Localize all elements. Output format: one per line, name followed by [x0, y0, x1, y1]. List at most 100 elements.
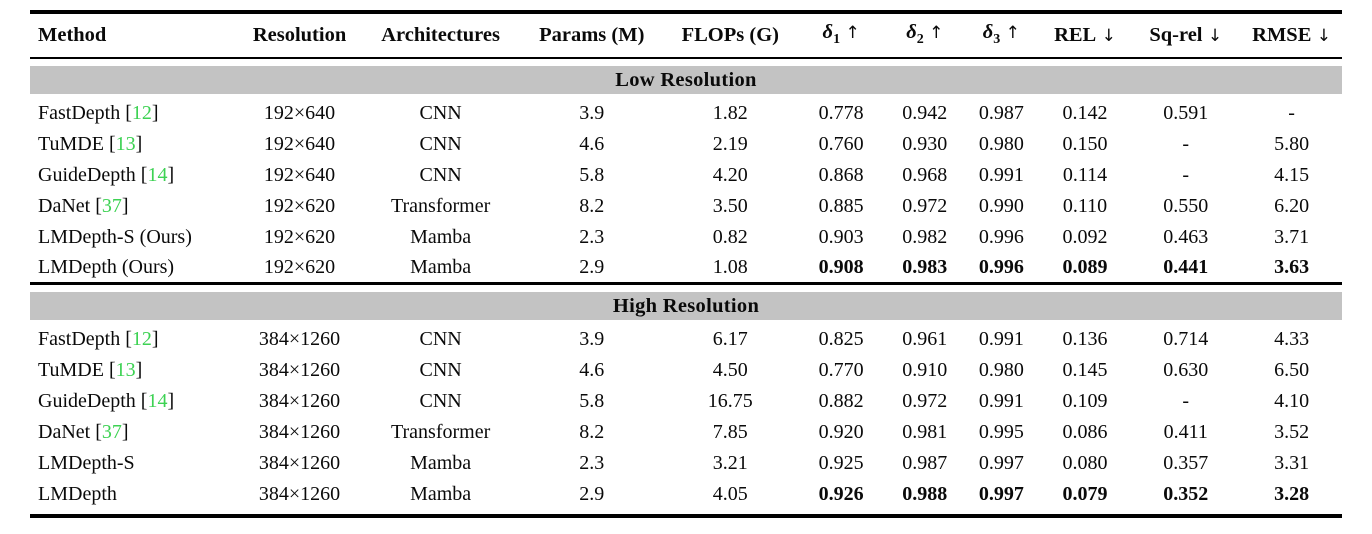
resolution-cell: 192×620 [263, 194, 336, 217]
method-cell: LMDepth-S (Ours) [30, 222, 237, 253]
section-row-low-resolution: Low Resolution [30, 58, 1342, 98]
table-top-rule [30, 10, 1342, 14]
rmse-cell: 3.71 [1274, 225, 1310, 248]
method-name: DaNet [38, 421, 91, 443]
resolution-cell: 384×1260 [258, 328, 341, 350]
delta3-cell: 0.987 [978, 101, 1024, 124]
params-cell: 3.9 [579, 101, 605, 124]
delta-subscript: 2 [916, 32, 924, 48]
resolution-cell: 384×1260 [258, 390, 341, 412]
method-cell: TuMDE [13] [38, 132, 143, 155]
citation-link[interactable]: 37 [101, 421, 122, 443]
table-row: TuMDE [13] 192×640 CNN 4.6 2.19 0.760 0.930 0.9… [30, 129, 1342, 160]
architectures-cell: CNN [419, 101, 462, 124]
delta-subscript: 3 [993, 32, 1001, 48]
delta3-cell: 0.995 [978, 421, 1024, 443]
arrow-up-icon: ↑ [923, 23, 944, 44]
flops-cell: 16.75 [707, 390, 753, 412]
method-cell: LMDepth-S [30, 448, 237, 479]
table-row: LMDepth (Ours) 192×620 Mamba 2.9 1.08 0.908 0.… [30, 253, 1342, 284]
rmse-cell: 3.63 [1274, 255, 1310, 278]
rel-cell: 0.110 [1062, 194, 1108, 217]
table-row: FastDepth [12] 192×640 CNN 3.9 1.82 0.778 0.94… [30, 98, 1342, 129]
rel-cell: 0.079 [1062, 483, 1108, 505]
arrow-down-icon: ↓ [1311, 25, 1332, 46]
rmse-cell: 3.52 [1274, 421, 1310, 443]
architectures-cell: Mamba [410, 483, 472, 505]
delta3-cell: 0.980 [978, 359, 1024, 381]
resolution-cell: 192×620 [263, 225, 336, 248]
delta-symbol: δ [822, 21, 834, 44]
method-cell: GuideDepth [14] [38, 390, 175, 412]
sqrel-cell: 0.441 [1163, 255, 1209, 278]
method-cell: FastDepth [12] [38, 328, 159, 350]
sqrel-cell: 0.463 [1163, 225, 1209, 248]
delta-symbol: δ [982, 21, 994, 44]
table-bottom-rule [30, 514, 1342, 518]
arrow-up-icon: ↑ [1000, 23, 1020, 44]
method-name: LMDepth [38, 483, 117, 505]
method-cell: LMDepth [30, 479, 237, 510]
citation-link[interactable]: 12 [131, 328, 152, 350]
col-header-label: Sq-rel [1149, 23, 1203, 46]
sqrel-cell: 0.550 [1163, 194, 1209, 217]
delta1-cell: 0.778 [818, 101, 864, 124]
delta3-cell: 0.991 [978, 328, 1024, 350]
delta1-cell: 0.868 [818, 163, 864, 186]
results-table-page: Method Resolution Architectures Params (M) F… [30, 10, 1342, 518]
rel-cell: 0.150 [1062, 132, 1108, 155]
delta2-cell: 0.942 [902, 101, 948, 124]
col-header-params: Params (M) [518, 13, 665, 59]
flops-cell: 7.85 [712, 421, 748, 443]
flops-cell: 6.17 [712, 328, 748, 350]
delta1-cell: 0.925 [818, 452, 864, 474]
delta2-cell: 0.972 [902, 390, 948, 412]
section-band: Low Resolution [30, 65, 1342, 94]
method-cell: TuMDE [13] [38, 359, 143, 381]
delta3-cell: 0.991 [978, 163, 1024, 186]
delta2-cell: 0.972 [902, 194, 948, 217]
delta3-cell: 0.997 [978, 452, 1024, 474]
flops-cell: 4.05 [712, 483, 748, 505]
resolution-cell: 384×1260 [258, 483, 341, 505]
flops-cell: 2.19 [712, 132, 748, 155]
delta3-cell: 0.996 [978, 255, 1024, 278]
params-cell: 2.9 [579, 483, 605, 505]
params-cell: 2.9 [579, 255, 605, 278]
rel-cell: 0.092 [1062, 225, 1108, 248]
sqrel-cell: - [1182, 132, 1190, 155]
citation-link[interactable]: 13 [115, 132, 136, 155]
delta2-cell: 0.930 [902, 132, 948, 155]
delta2-cell: 0.987 [902, 452, 948, 474]
architectures-cell: Mamba [410, 452, 472, 474]
delta1-cell: 0.926 [818, 483, 864, 505]
flops-cell: 4.20 [712, 163, 748, 186]
header-row: Method Resolution Architectures Params (M) F… [30, 13, 1342, 59]
citation-link[interactable]: 37 [101, 194, 122, 217]
flops-cell: 1.08 [712, 255, 748, 278]
rmse-cell: 3.28 [1274, 483, 1310, 505]
architectures-cell: CNN [419, 328, 462, 350]
col-header-resolution: Resolution [236, 13, 363, 59]
rel-cell: 0.109 [1062, 390, 1108, 412]
params-cell: 5.8 [579, 390, 605, 412]
method-cell: FastDepth [12] [38, 101, 159, 124]
col-header-label: Architectures [381, 23, 500, 46]
table-row: TuMDE [13] 384×1260 CNN 4.6 4.50 0.770 0.910 0.… [30, 355, 1342, 386]
col-header-flops: FLOPs (G) [664, 13, 796, 59]
citation-link[interactable]: 14 [147, 163, 168, 186]
arrow-down-icon: ↓ [1202, 25, 1223, 46]
citation-link[interactable]: 13 [115, 359, 136, 381]
delta1-cell: 0.885 [818, 194, 864, 217]
method-name: LMDepth-S [38, 452, 135, 474]
rel-cell: 0.136 [1062, 328, 1108, 350]
table-row: DaNet [37] 192×620 Transformer 8.2 3.50 0.885… [30, 191, 1342, 222]
rmse-cell: 4.33 [1274, 328, 1310, 350]
rmse-cell: 5.80 [1274, 132, 1310, 155]
col-header-rel: REL ↓ [1039, 13, 1131, 59]
citation-link[interactable]: 12 [131, 101, 152, 124]
col-header-method: Method [30, 13, 237, 59]
rmse-cell: 4.10 [1274, 390, 1310, 412]
citation-link[interactable]: 14 [147, 390, 168, 412]
resolution-cell: 384×1260 [258, 421, 341, 443]
